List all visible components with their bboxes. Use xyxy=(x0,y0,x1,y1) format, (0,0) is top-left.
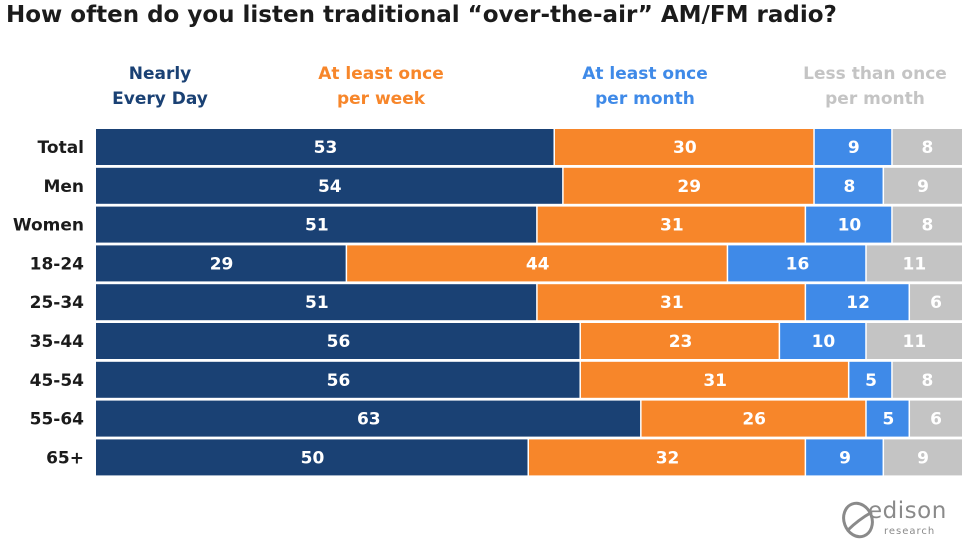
data-label: 8 xyxy=(921,371,933,391)
bar-segment xyxy=(806,284,909,321)
data-label: 9 xyxy=(839,448,851,468)
bar-segment xyxy=(849,361,892,398)
bar-segment xyxy=(806,439,883,476)
data-label: 6 xyxy=(930,293,942,313)
bar-segment xyxy=(892,129,962,165)
legend-less-than-once-per-month: Less than once per month xyxy=(803,64,947,109)
data-label: 50 xyxy=(301,448,325,468)
category-label-55-64: 55-64 xyxy=(30,410,85,430)
data-label: 44 xyxy=(526,254,550,274)
bar-segment xyxy=(96,284,537,321)
bar-segment xyxy=(892,361,962,398)
bar-segment xyxy=(96,361,580,398)
bar-segment xyxy=(866,400,909,437)
bar-segment xyxy=(537,206,805,243)
data-label: 30 xyxy=(673,138,697,158)
bar-segment xyxy=(96,129,554,165)
bar-segment xyxy=(529,439,805,476)
edison-logo-icon xyxy=(842,501,874,539)
bar-segment xyxy=(96,245,346,282)
data-label: 9 xyxy=(917,177,929,197)
category-label-65+: 65+ xyxy=(46,448,84,468)
legend-at-least-once-per-month: At least once per month xyxy=(582,64,708,109)
logo-subtitle: research xyxy=(884,526,936,537)
bar-segment xyxy=(96,167,563,204)
data-label: 5 xyxy=(882,410,894,430)
bar-segment xyxy=(910,400,962,437)
bar-segment xyxy=(780,323,866,359)
bar-segment xyxy=(884,439,962,476)
data-label: 29 xyxy=(210,254,234,274)
edison-research-logo: edison research xyxy=(838,494,962,544)
data-label: 11 xyxy=(903,332,927,352)
bar-segment xyxy=(554,129,814,165)
legend-at-least-once-per-week: At least once per week xyxy=(318,64,444,109)
data-label: 5 xyxy=(865,371,877,391)
bar-segment xyxy=(537,284,805,321)
bar-segment xyxy=(728,245,866,282)
data-label: 16 xyxy=(786,254,810,274)
data-label: 26 xyxy=(742,410,766,430)
category-label-total: Total xyxy=(38,138,84,158)
bar-segment xyxy=(96,323,580,359)
bar-segment xyxy=(910,284,962,321)
data-label: 9 xyxy=(917,448,929,468)
data-label: 8 xyxy=(843,177,855,197)
bar-segment xyxy=(580,323,779,359)
data-label: 54 xyxy=(318,177,342,197)
bar-segment xyxy=(96,206,537,243)
data-label: 32 xyxy=(656,448,680,468)
bar-segment xyxy=(347,245,727,282)
data-label: 31 xyxy=(660,293,684,313)
data-label: 51 xyxy=(305,293,329,313)
bar-segment xyxy=(806,206,892,243)
bar-segment xyxy=(814,129,892,165)
data-label: 10 xyxy=(838,216,862,236)
data-label: 29 xyxy=(677,177,701,197)
legend-nearly-every-day: Nearly Every Day xyxy=(112,64,208,109)
category-label-women: Women xyxy=(13,216,84,236)
data-label: 10 xyxy=(812,332,836,352)
data-label: 6 xyxy=(930,410,942,430)
data-label: 8 xyxy=(921,138,933,158)
data-label: 11 xyxy=(903,254,927,274)
bar-segment xyxy=(580,361,848,398)
bar-segment xyxy=(892,206,962,243)
data-label: 23 xyxy=(669,332,693,352)
bar-segment xyxy=(563,167,814,204)
category-label-25-34: 25-34 xyxy=(30,293,85,313)
bar-segment xyxy=(96,439,528,476)
data-label: 56 xyxy=(327,371,351,391)
data-label: 56 xyxy=(327,332,351,352)
bar-segment xyxy=(884,167,962,204)
category-label-45-54: 45-54 xyxy=(30,371,85,391)
bar-segment xyxy=(866,245,962,282)
chart-title: How often do you listen traditional “ove… xyxy=(6,2,837,28)
data-label: 31 xyxy=(660,216,684,236)
category-label-men: Men xyxy=(43,177,84,197)
data-label: 51 xyxy=(305,216,329,236)
bar-segment xyxy=(96,400,641,437)
data-label: 9 xyxy=(848,138,860,158)
bar-segment xyxy=(641,400,866,437)
category-label-18-24: 18-24 xyxy=(30,254,85,274)
category-label-35-44: 35-44 xyxy=(30,332,85,352)
bar-segment xyxy=(814,167,883,204)
data-label: 53 xyxy=(314,138,338,158)
data-label: 8 xyxy=(921,216,933,236)
data-label: 31 xyxy=(703,371,727,391)
bar-segment xyxy=(866,323,962,359)
data-label: 12 xyxy=(846,293,870,313)
logo-word: edison xyxy=(868,498,947,524)
data-label: 63 xyxy=(357,410,381,430)
